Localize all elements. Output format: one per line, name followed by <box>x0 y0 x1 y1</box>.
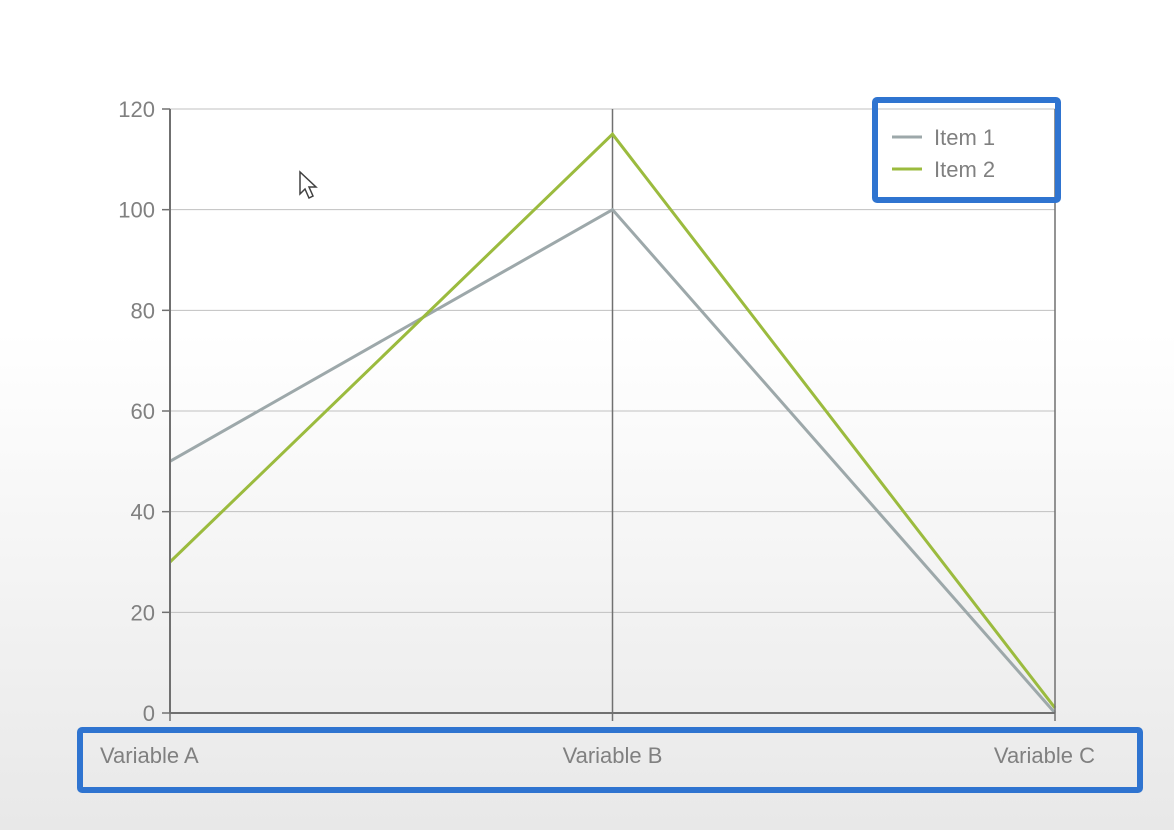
chart-svg: 0 20 40 60 80 100 120 Variable A Variable B Varia… <box>0 0 1174 830</box>
legend-item-label: Item 2 <box>934 157 995 182</box>
y-tick-label: 120 <box>118 97 155 122</box>
y-tick-label: 0 <box>143 701 155 726</box>
x-category-label: Variable C <box>994 743 1095 768</box>
legend-item-label: Item 1 <box>934 125 995 150</box>
line-chart: 0 20 40 60 80 100 120 Variable A Variable B Varia… <box>0 0 1174 830</box>
y-tick-label: 80 <box>131 298 155 323</box>
y-tick-label: 100 <box>118 198 155 223</box>
y-tick-label: 40 <box>131 500 155 525</box>
y-tick-label: 60 <box>131 399 155 424</box>
cursor-icon <box>300 172 316 198</box>
x-category-label: Variable A <box>100 743 199 768</box>
y-tick-label: 20 <box>131 600 155 625</box>
x-category-label: Variable B <box>563 743 663 768</box>
highlight-box-0 <box>875 100 1058 200</box>
legend: Item 1 Item 2 <box>892 125 995 182</box>
